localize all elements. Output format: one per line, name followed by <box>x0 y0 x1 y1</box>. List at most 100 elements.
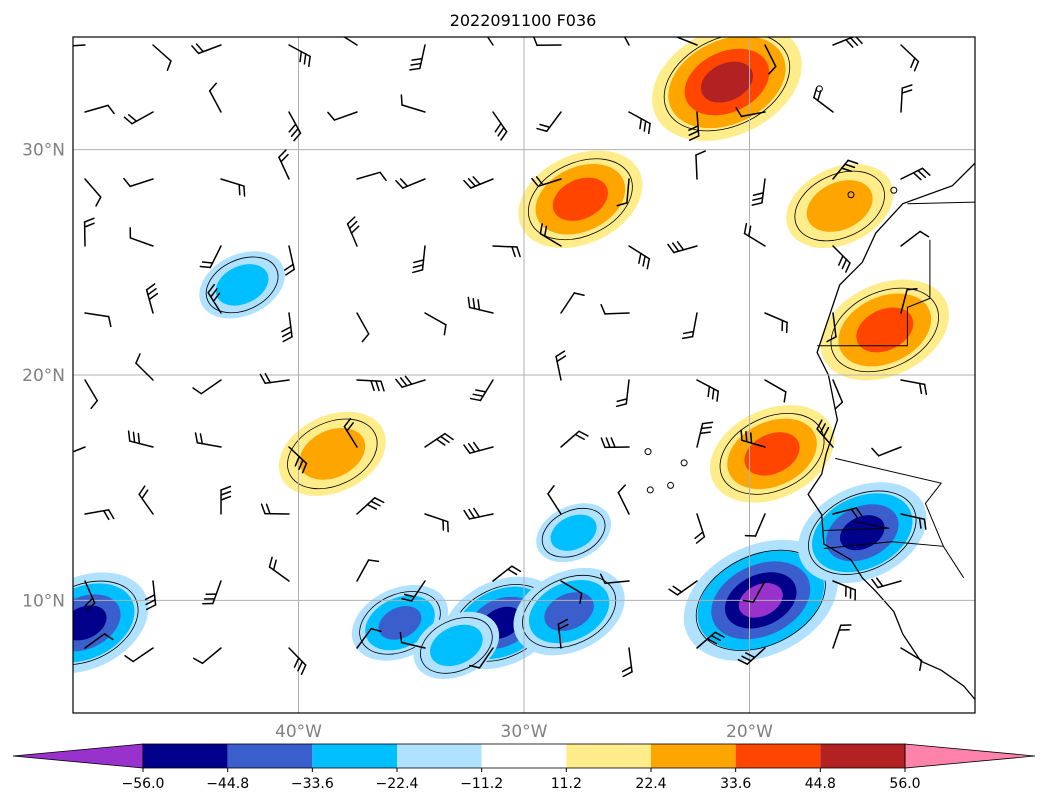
wind-barb <box>463 507 494 520</box>
colorbar-segments <box>12 743 1036 769</box>
anomaly-feature <box>278 411 386 496</box>
wind-barb <box>743 222 766 247</box>
colorbar-segment <box>566 744 651 768</box>
anomaly-feature <box>413 611 500 680</box>
wind-barb <box>469 647 494 669</box>
wind-barb <box>278 149 290 180</box>
wind-barb <box>192 379 222 395</box>
wind-barb <box>681 312 698 340</box>
colorbar-segment <box>651 744 736 768</box>
colorbar-tick-label: 44.8 <box>805 776 836 792</box>
colorbar-segment <box>820 744 905 768</box>
colorbar-segment <box>143 744 228 768</box>
wind-barb <box>536 111 562 133</box>
wind-barb <box>486 37 494 46</box>
wind-barb <box>900 167 931 181</box>
wind-barb <box>764 44 777 75</box>
wind-barb <box>194 432 222 448</box>
wind-barb <box>152 44 172 72</box>
wind-barb <box>346 216 360 247</box>
wind-barb <box>400 94 426 113</box>
wind-barb <box>560 292 585 314</box>
wind-barb <box>463 441 494 454</box>
wind-barb <box>600 437 630 449</box>
wind-barb <box>207 283 222 314</box>
anomaly-feature <box>513 567 625 656</box>
wind-barb <box>84 633 114 649</box>
country-border <box>823 541 965 579</box>
wind-barb <box>735 107 766 118</box>
wind-barb <box>617 484 630 515</box>
anomaly-feature <box>786 163 894 249</box>
wind-barb <box>871 446 902 457</box>
lon-tick-label: 30°W <box>501 722 548 742</box>
wind-barb <box>628 111 651 135</box>
anomaly-contour <box>527 158 633 241</box>
wind-barb <box>84 312 112 328</box>
wind-barbs <box>73 37 931 678</box>
wind-barb <box>356 627 382 649</box>
anomaly-level <box>430 624 483 667</box>
lon-tick-label: 40°W <box>275 722 322 742</box>
wind-barb <box>744 513 766 537</box>
wind-barb <box>492 245 521 258</box>
wind-barb <box>696 379 719 402</box>
wind-barb <box>327 111 358 121</box>
anomaly-contour <box>205 256 279 314</box>
wind-barb <box>288 647 307 676</box>
anomaly-level <box>215 264 269 306</box>
wind-barb <box>539 223 562 247</box>
wind-barb <box>832 159 859 180</box>
colorbar-tick-label: −33.6 <box>291 776 334 792</box>
lon-tick-label: 20°W <box>726 722 773 742</box>
wind-barb <box>123 111 154 125</box>
wind-barb <box>84 509 115 521</box>
wind-barb <box>268 556 290 582</box>
wind-barb <box>138 485 154 515</box>
colorbar-tick-label: 11.2 <box>551 776 582 792</box>
anomaly-fills <box>73 37 949 680</box>
wind-barb <box>191 43 222 55</box>
wind-barb <box>124 647 154 663</box>
colorbar: −56.0 −44.8 −33.6 −22.4 −11.2 11.2 22.4 33.6 44.… <box>12 743 1036 792</box>
wind-barb <box>208 82 222 113</box>
anomaly-feature <box>73 572 149 674</box>
wind-barb <box>259 373 290 385</box>
wind-barb <box>900 44 920 72</box>
wind-barb <box>667 241 698 254</box>
wind-barb <box>424 312 447 336</box>
wind-barb <box>694 513 706 544</box>
wind-barb <box>202 580 222 605</box>
anomaly-contour <box>420 617 493 674</box>
wind-barb <box>395 375 426 388</box>
anomaly-contour <box>794 170 885 242</box>
anomaly-feature <box>820 279 949 381</box>
wind-barb <box>900 513 927 530</box>
colorbar-tick-label: −56.0 <box>122 776 165 792</box>
wind-barb <box>900 647 923 671</box>
colorbar-tick-labels: −56.0 −44.8 −33.6 −22.4 −11.2 11.2 22.4 33.6 44.… <box>122 768 921 792</box>
wind-barb <box>463 176 494 189</box>
wind-barb <box>395 178 426 189</box>
colorbar-segment <box>481 744 567 768</box>
wind-barb <box>127 430 154 448</box>
wind-barb <box>751 178 766 206</box>
wind-barb <box>84 178 102 207</box>
wind-barb <box>467 296 494 314</box>
anomaly-level <box>299 427 366 480</box>
colorbar-segment <box>397 744 482 768</box>
anomaly-level <box>552 177 608 221</box>
wind-barb <box>412 245 426 274</box>
colorbar-tick-label: 22.4 <box>635 776 666 792</box>
colorbar-segment <box>312 744 397 768</box>
wind-barb <box>764 312 788 334</box>
country-border <box>823 521 890 531</box>
country-border <box>907 201 975 258</box>
wind-barb <box>832 379 844 410</box>
lat-tick-label: 20°N <box>22 366 65 386</box>
anomaly-contour <box>522 574 617 649</box>
wind-barb <box>599 573 630 585</box>
anomaly-level <box>544 592 594 632</box>
gridlines <box>73 37 975 713</box>
